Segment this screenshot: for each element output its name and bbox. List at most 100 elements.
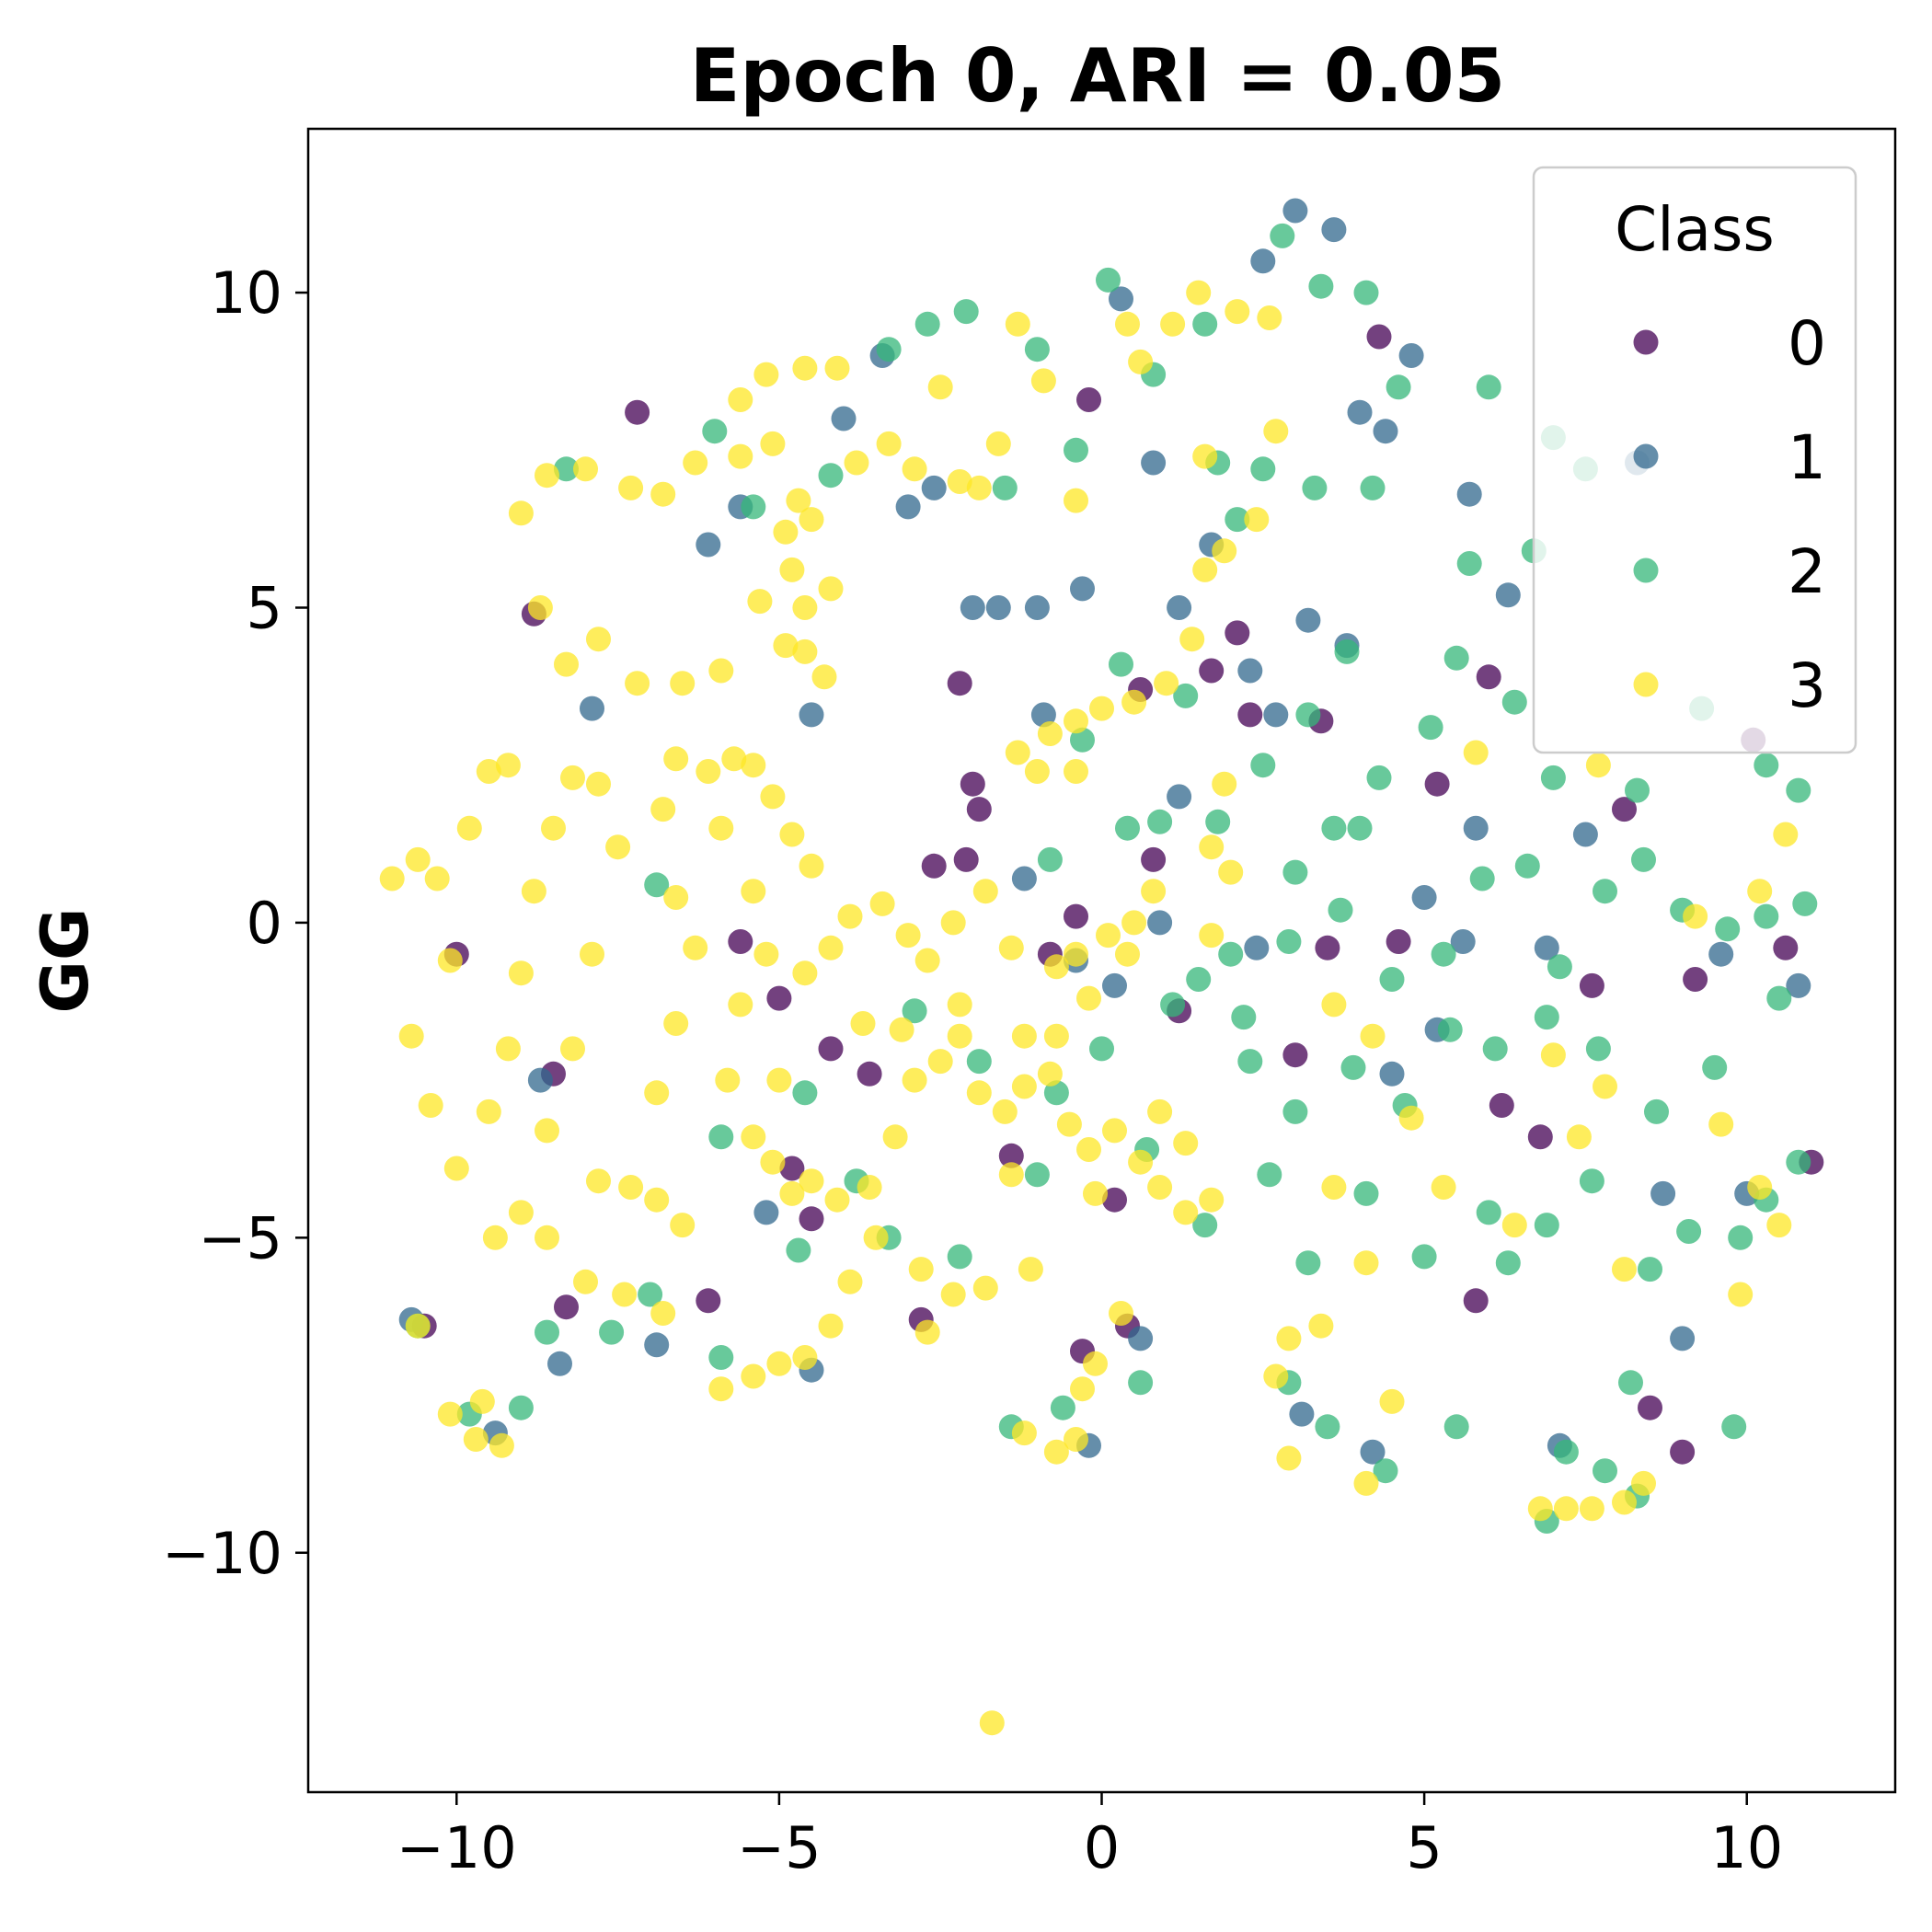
- scatter-point: [1683, 967, 1708, 992]
- scatter-point: [708, 1376, 734, 1402]
- scatter-point: [1593, 879, 1617, 904]
- chart-title: Epoch 0, ARI = 0.05: [690, 33, 1505, 119]
- scatter-point: [715, 1067, 741, 1093]
- y-tick-label: −5: [199, 1204, 282, 1271]
- scatter-point: [1173, 1200, 1199, 1225]
- series-class-2: [405, 223, 1818, 1534]
- legend-marker: [1633, 443, 1659, 469]
- scatter-point: [844, 450, 869, 476]
- scatter-point: [1043, 1439, 1069, 1465]
- scatter-point: [1340, 1054, 1366, 1080]
- scatter-point: [947, 1023, 972, 1049]
- scatter-point: [508, 960, 534, 986]
- scatter-point: [1263, 419, 1289, 444]
- scatter-point: [1353, 280, 1379, 305]
- scatter-point: [1754, 903, 1779, 929]
- scatter-point: [1534, 1005, 1559, 1030]
- scatter-point: [760, 1149, 786, 1175]
- scatter-point: [1747, 879, 1773, 904]
- scatter-point: [1683, 903, 1708, 929]
- scatter-point: [644, 1187, 670, 1213]
- x-tick-label: −10: [397, 1814, 517, 1881]
- points-layer: [379, 198, 1824, 1736]
- scatter-point: [1373, 1458, 1398, 1484]
- scatter-point: [663, 1011, 689, 1036]
- scatter-point: [818, 1036, 844, 1062]
- scatter-point: [554, 456, 579, 482]
- scatter-point: [1540, 1042, 1566, 1068]
- scatter-point: [786, 488, 811, 513]
- scatter-point: [747, 589, 773, 615]
- scatter-point: [527, 1067, 553, 1093]
- x-tick-label: −5: [737, 1814, 821, 1881]
- scatter-point: [1089, 696, 1114, 721]
- scatter-point: [708, 658, 734, 684]
- scatter-point: [683, 935, 708, 960]
- scatter-point: [1708, 941, 1734, 967]
- scatter-point: [1276, 1445, 1302, 1471]
- scatter-point: [1237, 1049, 1263, 1075]
- scatter-point: [476, 1098, 501, 1124]
- scatter-point: [1011, 866, 1037, 891]
- scatter-point: [1715, 916, 1741, 942]
- scatter-point: [476, 759, 501, 784]
- scatter-point: [940, 1282, 966, 1307]
- legend-box: [1532, 166, 1857, 754]
- scatter-point: [1115, 311, 1140, 337]
- scatter-point: [405, 1313, 431, 1339]
- scatter-point: [1308, 1313, 1334, 1339]
- scatter-point: [895, 923, 921, 949]
- scatter-point: [1167, 784, 1192, 810]
- x-tick-label: 10: [1710, 1814, 1783, 1881]
- scatter-point: [1476, 374, 1501, 400]
- scatter-point: [728, 443, 753, 469]
- scatter-point: [1566, 1124, 1592, 1150]
- scatter-point: [779, 1180, 805, 1206]
- scatter-point: [1585, 753, 1611, 778]
- scatter-point: [1218, 859, 1244, 885]
- scatter-point: [1179, 627, 1205, 652]
- scatter-point: [1638, 1395, 1662, 1420]
- scatter-point: [1011, 1420, 1037, 1446]
- scatter-point: [947, 469, 972, 494]
- scatter-point: [1553, 1439, 1579, 1465]
- scatter-point: [792, 355, 818, 381]
- scatter-point: [1572, 822, 1598, 847]
- scatter-point: [1147, 910, 1173, 936]
- scatter-point: [741, 1363, 766, 1389]
- legend-label: 2: [1788, 536, 1826, 607]
- scatter-point: [972, 879, 998, 904]
- scatter-point: [1212, 771, 1237, 797]
- scatter-point: [766, 985, 792, 1011]
- scatter-point: [1064, 1427, 1088, 1452]
- scatter-point: [728, 929, 753, 954]
- scatter-point: [1141, 846, 1167, 872]
- scatter-point: [927, 1049, 953, 1075]
- scatter-point: [670, 1213, 696, 1238]
- scatter-point: [1030, 702, 1056, 728]
- scatter-point: [837, 903, 863, 929]
- scatter-point: [741, 494, 766, 520]
- scatter-point: [1773, 822, 1799, 847]
- scatter-point: [638, 1282, 663, 1307]
- axis-ticks: −10 −5 0 5 10 −10 −5 0 5 10: [162, 259, 1783, 1881]
- scatter-point: [1089, 1036, 1114, 1062]
- scatter-point: [1282, 859, 1308, 885]
- scatter-point: [644, 1332, 670, 1358]
- legend-marker: [1633, 672, 1659, 697]
- scatter-point: [1353, 1180, 1379, 1206]
- scatter-point: [1295, 702, 1321, 728]
- scatter-point: [1225, 620, 1250, 646]
- scatter-point: [1147, 1175, 1173, 1200]
- scatter-point: [1366, 765, 1392, 790]
- scatter-point: [1424, 771, 1450, 797]
- scatter-point: [947, 671, 972, 696]
- scatter-point: [1043, 1080, 1069, 1106]
- scatter-point: [1064, 759, 1088, 784]
- scatter-point: [1011, 1074, 1037, 1099]
- scatter-point: [1547, 954, 1572, 980]
- scatter-point: [1083, 1351, 1108, 1376]
- scatter-point: [554, 1294, 579, 1320]
- scatter-point: [508, 500, 534, 526]
- scatter-point: [1024, 1162, 1050, 1188]
